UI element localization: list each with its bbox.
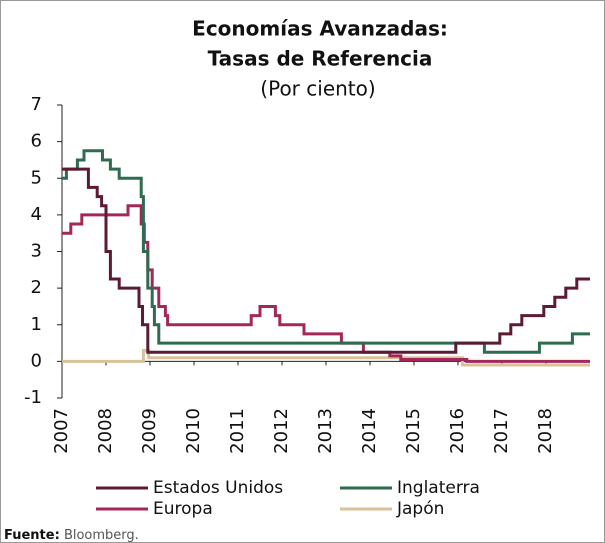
chart-subtitle: (Por ciento) (260, 77, 375, 101)
source-text: Bloomberg. (64, 528, 139, 543)
series-line (62, 348, 590, 367)
series-line (62, 149, 590, 354)
legend-label: Europa (153, 499, 213, 519)
x-tick-label: 2017 (491, 408, 512, 454)
x-tick-label: 2016 (447, 408, 468, 454)
chart-title: Economías Avanzadas: (192, 17, 448, 41)
legend-label: Inglaterra (397, 478, 480, 498)
source: Fuente: Bloomberg. (4, 528, 139, 543)
legend-label: Estados Unidos (153, 478, 283, 498)
x-tick-label: 2015 (403, 408, 424, 454)
x-tick-label: 2007 (51, 408, 72, 454)
x-tick-label: 2010 (183, 408, 204, 454)
source-label: Fuente: (4, 528, 60, 543)
y-tick-label: 7 (31, 94, 42, 115)
x-tick-label: 2013 (315, 408, 336, 454)
y-tick-label: 5 (31, 167, 42, 188)
x-tick-label: 2011 (227, 408, 248, 454)
y-tick-label: 0 (31, 350, 42, 371)
chart-title: Tasas de Referencia (208, 47, 433, 71)
y-tick-label: 6 (31, 131, 42, 152)
y-tick-label: 3 (31, 241, 42, 262)
x-tick-label: 2018 (535, 408, 556, 454)
y-tick-label: 2 (31, 277, 42, 298)
y-tick-label: -1 (24, 387, 42, 408)
x-tick-label: 2009 (139, 408, 160, 454)
x-tick-label: 2014 (359, 408, 380, 454)
y-tick-label: 4 (31, 204, 42, 225)
y-tick-label: 1 (31, 314, 42, 335)
x-tick-label: 2012 (271, 408, 292, 454)
series-line (62, 167, 590, 354)
legend-label: Japón (396, 499, 444, 519)
x-tick-label: 2008 (95, 408, 116, 454)
